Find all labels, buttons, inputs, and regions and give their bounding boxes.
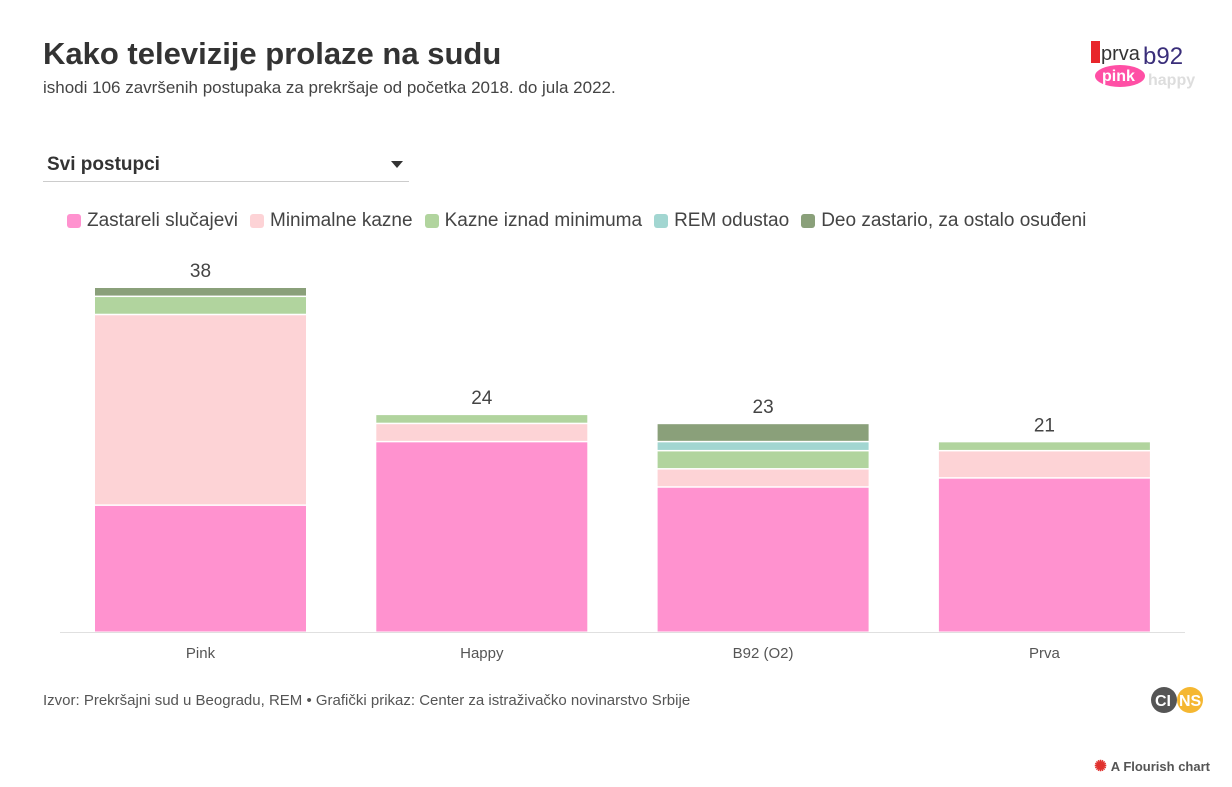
bar-segment[interactable] — [95, 297, 306, 314]
bar-segment[interactable] — [938, 442, 1150, 450]
chart-title: Kako televizije prolaze na sudu — [43, 36, 502, 71]
legend-label: Minimalne kazne — [270, 210, 413, 231]
bar-segment[interactable] — [95, 315, 306, 505]
legend-item[interactable]: Minimalne kazne — [250, 210, 413, 232]
x-tick-label: Pink — [186, 645, 216, 662]
source-note: Izvor: Prekršajni sud u Beogradu, REM • … — [43, 692, 691, 709]
x-tick-label: Prva — [1029, 645, 1061, 662]
bar-total-label: 23 — [753, 397, 774, 418]
legend-swatch — [424, 214, 439, 228]
bar-segment[interactable] — [657, 487, 869, 632]
bar-segment[interactable] — [657, 442, 869, 450]
chevron-down-icon — [391, 161, 403, 168]
flourish-icon: ✺ — [1094, 758, 1107, 775]
bar-segment[interactable] — [376, 415, 588, 423]
svg-text:prva: prva — [1101, 43, 1141, 65]
bar-segment[interactable] — [95, 505, 306, 632]
svg-text:happy: happy — [1148, 72, 1195, 89]
legend-label: REM odustao — [674, 210, 790, 231]
bar-total-label: 38 — [190, 261, 211, 282]
bar-segment[interactable] — [95, 288, 306, 296]
legend-label: Deo zastario, za ostalo osuđeni — [821, 210, 1087, 231]
bar-segment[interactable] — [657, 451, 869, 469]
legend-swatch — [654, 214, 669, 228]
tv-logos: prva b92 pink happy — [1091, 41, 1195, 89]
legend-item[interactable]: Kazne iznad minimuma — [424, 210, 643, 232]
bar-segment[interactable] — [938, 478, 1150, 632]
svg-text:NS: NS — [1179, 693, 1202, 710]
bar-segment[interactable] — [657, 424, 869, 441]
filter-selected-value: Svi postupci — [47, 154, 160, 175]
svg-text:CI: CI — [1155, 693, 1171, 710]
legend-swatch — [67, 214, 81, 228]
bar-segment[interactable] — [376, 442, 588, 632]
bar-segment[interactable] — [938, 451, 1150, 478]
bar-segment[interactable] — [657, 469, 869, 487]
legend-label: Kazne iznad minimuma — [444, 210, 643, 231]
bar-total-label: 24 — [471, 388, 493, 409]
svg-text:pink: pink — [1102, 68, 1135, 85]
legend-swatch — [801, 214, 816, 228]
legend-item[interactable]: Deo zastario, za ostalo osuđeni — [801, 210, 1086, 232]
flourish-label: A Flourish chart — [1110, 758, 1210, 774]
cins-logo: CI NS — [1151, 687, 1203, 713]
chart-subtitle: ishodi 106 završenih postupaka za prekrš… — [43, 78, 616, 97]
legend-swatch — [250, 214, 264, 228]
legend-item[interactable]: REM odustao — [654, 210, 789, 232]
svg-text:b92: b92 — [1143, 43, 1183, 70]
bar-total-label: 21 — [1034, 415, 1055, 436]
bar-segment[interactable] — [376, 424, 588, 441]
flourish-link[interactable]: ✺ A Flourish chart — [1094, 757, 1210, 775]
legend-item[interactable]: Zastareli slučajevi — [67, 210, 238, 232]
filter-dropdown[interactable]: Svi postupci — [43, 150, 409, 182]
legend-label: Zastareli slučajevi — [87, 210, 238, 231]
legend: Zastareli slučajevi Minimalne kazne Kazn… — [67, 210, 1086, 232]
x-tick-label: B92 (O2) — [733, 645, 794, 662]
x-tick-label: Happy — [460, 645, 504, 662]
